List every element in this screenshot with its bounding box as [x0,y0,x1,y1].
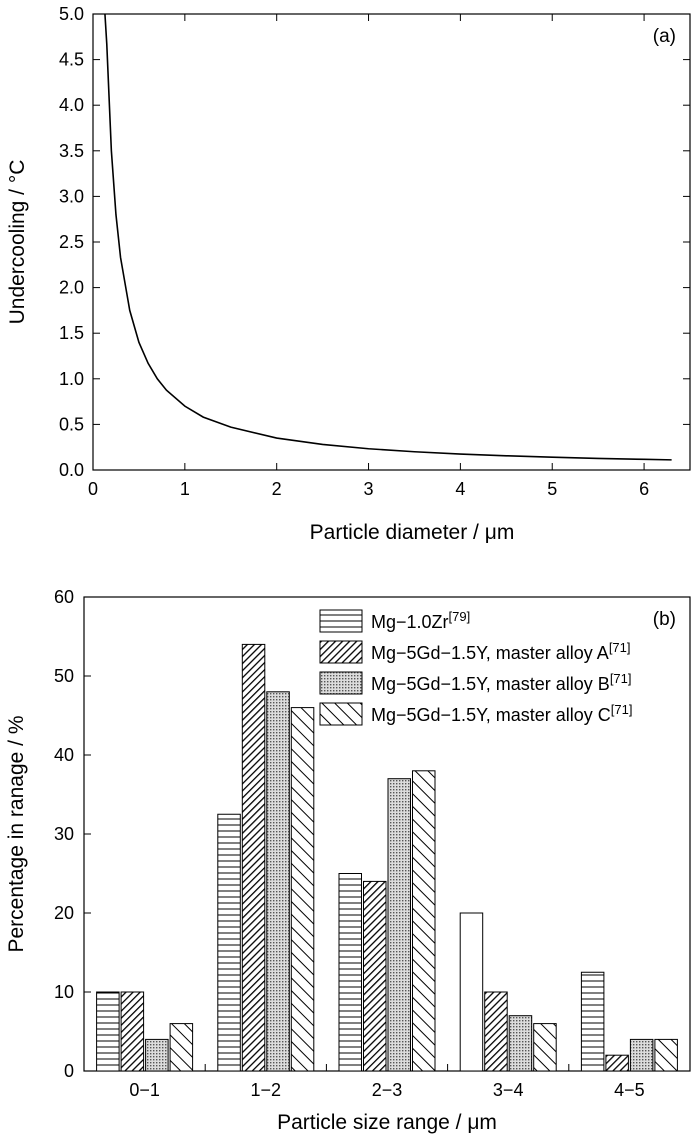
y-tick-label: 3.5 [59,141,84,161]
panel-label-a: (a) [653,26,676,47]
bar [169,1023,194,1072]
y-axis-label-a: Undercooling / °C [6,160,29,325]
x-tick-label: 2 [272,479,282,499]
bar [484,991,508,1072]
x-tick-label: 4 [455,479,465,499]
bar [533,1023,557,1072]
y-tick-label: 50 [54,666,74,686]
x-axis-label-b: Particle size range / μm [277,1111,497,1134]
y-tick-label: 30 [54,824,74,844]
x-tick-label: 5 [547,479,557,499]
y-tick-label: 1.0 [59,369,84,389]
panel-label-b: (b) [653,609,676,630]
x-tick-label: 0−1 [129,1080,160,1100]
bar [387,778,411,1072]
bar [217,813,241,1072]
y-tick-label: 3.0 [59,186,84,206]
bar [412,770,436,1072]
bar [629,1038,654,1072]
bar [508,1015,533,1072]
legend-entry: Mg−5Gd−1.5Y, master alloy B[71] [371,671,632,694]
y-tick-label: 5.0 [59,4,84,24]
legend-entry: Mg−1.0Zr[79] [371,609,470,632]
y-tick-label: 2.5 [59,232,84,252]
bar [96,991,120,1072]
y-tick-label: 4.5 [59,50,84,70]
y-tick-label: 0 [64,1061,74,1081]
legend-entry: Mg−5Gd−1.5Y, master alloy C[71] [371,702,632,725]
x-ticks-b: 0−1 1−2 2−3 3−4 4−5 [129,1064,645,1100]
y-tick-label: 4.0 [59,95,84,115]
x-tick-label: 3 [364,479,374,499]
bar [605,1054,629,1072]
bar [459,912,484,1072]
bar [290,707,315,1072]
legend-swatch [319,702,363,726]
bar [363,880,387,1072]
x-tick-label: 2−3 [372,1080,403,1100]
y-tick-label: 2.0 [59,278,84,298]
plot-frame-a [92,13,691,471]
legend-swatch [319,609,363,633]
y-ticks-b: 0 10 20 30 40 50 60 [54,587,91,1081]
x-tick-label: 4−5 [614,1080,645,1100]
bar [580,971,605,1072]
undercooling-curve [104,13,672,461]
x-tick-label: 6 [639,479,649,499]
legend-b: Mg−1.0Zr[79] Mg−5Gd−1.5Y, master alloy A[… [319,609,632,726]
y-tick-label: 0.5 [59,414,84,434]
bar [241,643,266,1072]
x-ticks-a: 0 1 2 3 4 5 6 [88,14,649,499]
legend-swatch [319,640,363,664]
x-tick-label: 0 [88,479,98,499]
bar [266,691,290,1072]
legend-entry: Mg−5Gd−1.5Y, master alloy A[71] [371,640,631,663]
y-tick-label: 10 [54,982,74,1002]
bars-b [96,643,678,1072]
x-tick-label: 1−2 [251,1080,282,1100]
y-tick-label: 40 [54,745,74,765]
bar [338,873,362,1072]
x-axis-label-a: Particle diameter / μm [310,521,515,544]
bar [654,1038,678,1072]
y-tick-label: 60 [54,587,74,607]
bar [120,991,145,1072]
y-ticks-a: 0.0 0.5 1.0 1.5 2.0 2.5 3.0 3.5 4.0 4.5 5.0 [59,4,690,480]
y-tick-label: 1.5 [59,323,84,343]
chart-panel-a: 0.0 0.5 1.0 1.5 2.0 2.5 3.0 3.5 4.0 4.5 5.0 0 1 2 3 4 5… [6,4,691,544]
legend-swatch [319,671,363,695]
y-tick-label: 0.0 [59,460,84,480]
y-tick-label: 20 [54,903,74,923]
y-axis-label-b: Percentage in ranage / % [5,716,28,953]
chart-panel-b: 0 10 20 30 40 50 60 0−1 1−2 2−3 3−4 4−5 Mg−1.0Zr[7… [5,587,691,1134]
x-tick-label: 3−4 [493,1080,524,1100]
x-tick-label: 1 [180,479,190,499]
bar [145,1038,169,1072]
